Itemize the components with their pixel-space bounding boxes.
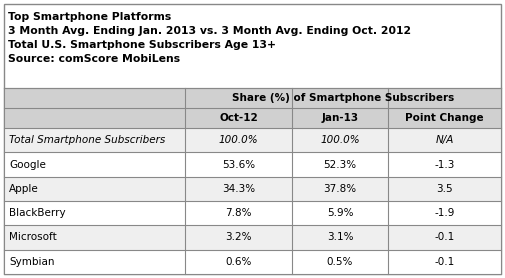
Bar: [4, 225, 501, 250]
Text: -1.3: -1.3: [434, 160, 454, 170]
Text: 37.8%: 37.8%: [324, 184, 357, 194]
Bar: [4, 88, 501, 128]
Text: Apple: Apple: [9, 184, 39, 194]
Text: 3.2%: 3.2%: [225, 232, 251, 242]
Text: 100.0%: 100.0%: [219, 135, 258, 145]
Text: 34.3%: 34.3%: [222, 184, 255, 194]
Text: Google: Google: [9, 160, 46, 170]
Text: 0.5%: 0.5%: [327, 257, 353, 267]
Bar: [4, 201, 501, 225]
Text: Total U.S. Smartphone Subscribers Age 13+: Total U.S. Smartphone Subscribers Age 13…: [8, 40, 276, 50]
Text: N/A: N/A: [435, 135, 453, 145]
Text: BlackBerry: BlackBerry: [9, 208, 66, 218]
Text: Share (%) of Smartphone Subscribers: Share (%) of Smartphone Subscribers: [232, 93, 454, 103]
Text: Oct-12: Oct-12: [219, 113, 258, 123]
Text: 3 Month Avg. Ending Jan. 2013 vs. 3 Month Avg. Ending Oct. 2012: 3 Month Avg. Ending Jan. 2013 vs. 3 Mont…: [8, 26, 411, 36]
Text: 100.0%: 100.0%: [320, 135, 360, 145]
Text: Point Change: Point Change: [405, 113, 484, 123]
Text: Microsoft: Microsoft: [9, 232, 57, 242]
Text: 0.6%: 0.6%: [225, 257, 251, 267]
Text: Symbian: Symbian: [9, 257, 55, 267]
Text: -0.1: -0.1: [434, 232, 454, 242]
Bar: [4, 177, 501, 201]
Text: Total Smartphone Subscribers: Total Smartphone Subscribers: [9, 135, 165, 145]
Text: 7.8%: 7.8%: [225, 208, 251, 218]
Text: Top Smartphone Platforms: Top Smartphone Platforms: [8, 12, 171, 22]
Bar: [4, 128, 501, 152]
Text: Source: comScore MobiLens: Source: comScore MobiLens: [8, 54, 180, 64]
Text: 53.6%: 53.6%: [222, 160, 255, 170]
Bar: [4, 250, 501, 274]
Text: Jan-13: Jan-13: [322, 113, 359, 123]
Bar: [4, 152, 501, 177]
Text: 5.9%: 5.9%: [327, 208, 354, 218]
Text: -0.1: -0.1: [434, 257, 454, 267]
Text: 3.5: 3.5: [436, 184, 453, 194]
Text: 52.3%: 52.3%: [324, 160, 357, 170]
Text: 3.1%: 3.1%: [327, 232, 354, 242]
Text: -1.9: -1.9: [434, 208, 454, 218]
